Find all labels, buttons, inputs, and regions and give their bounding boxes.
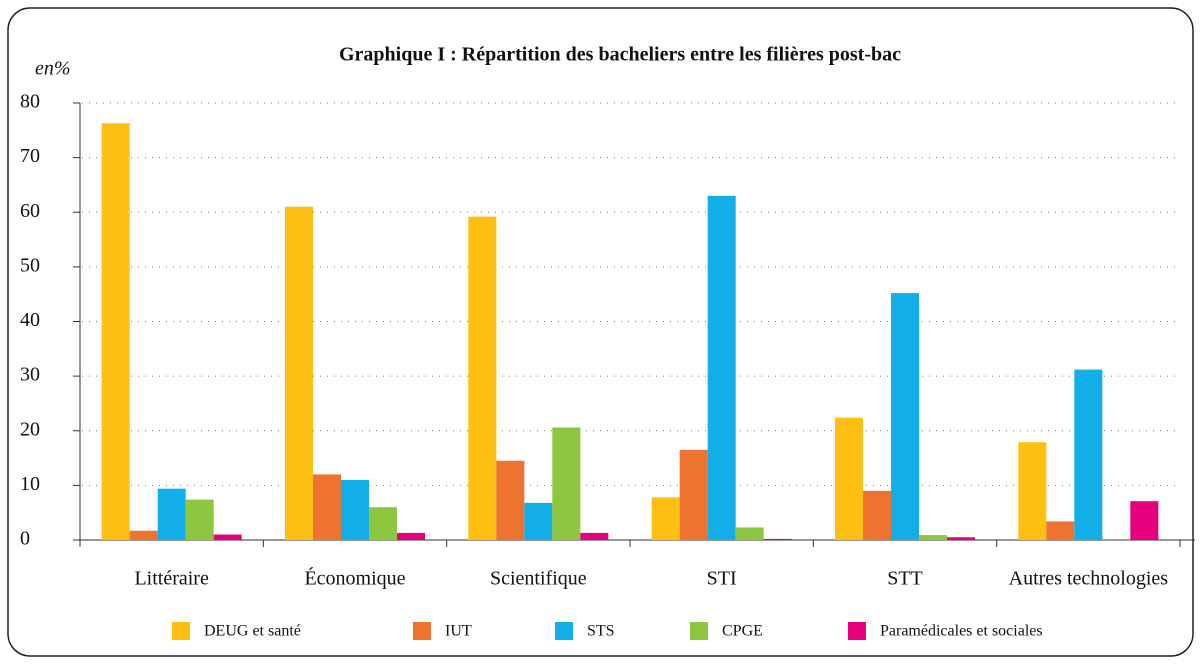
x-tick-label: Littéraire [134,568,209,590]
bar [919,535,947,540]
x-tick-label: STI [707,568,737,590]
bar [651,497,680,540]
bar [863,490,891,540]
bar [707,195,736,541]
y-tick-label: 50 [20,254,40,276]
x-tick-label: Autres technologies [1009,568,1169,590]
legend-label: STS [587,623,615,640]
y-axis-label: en% [35,58,71,80]
legend-swatch [690,622,708,640]
bar [1046,521,1075,540]
bar [185,499,214,540]
legend-swatch [413,622,431,640]
legend-label: DEUG et santé [204,623,301,640]
bar [1130,501,1159,540]
bar [313,474,341,540]
bar [1018,442,1047,540]
y-tick-label: 80 [20,91,40,113]
bar [1102,538,1131,540]
legend-swatch [172,622,190,640]
bar [397,532,425,540]
y-tick-label: 30 [20,364,40,386]
bar [947,537,975,540]
y-tick-label: 60 [20,200,40,222]
bar [552,427,581,540]
bar [341,479,369,540]
bar [763,538,792,540]
frame [7,7,1194,657]
bar [496,460,525,540]
bar [735,527,764,540]
y-tick-label: 20 [20,418,40,440]
bar [101,123,130,541]
bar [285,206,313,540]
bar [1074,369,1103,540]
legend-swatch [848,622,866,640]
bar [891,293,919,540]
y-tick-label: 40 [20,309,40,331]
bar [835,417,863,540]
x-tick-label: STT [887,568,923,590]
x-tick-label: Scientifique [490,568,587,590]
legend-swatch [555,622,573,640]
y-tick-label: 10 [20,473,40,495]
bar [468,216,497,540]
y-tick-label: 0 [20,528,30,550]
bar [369,507,397,540]
chart-title: Graphique I : Répartition des bacheliers… [339,44,901,66]
bar [213,534,242,540]
legend-label: CPGE [722,623,763,640]
x-tick-label: Économique [304,567,405,590]
y-tick-label: 70 [20,145,40,167]
legend-label: Paramédicales et sociales [880,623,1043,640]
legend-label: IUT [445,623,472,640]
bar [157,488,186,540]
bar [129,530,158,540]
bar [524,502,553,540]
bar [679,449,708,540]
bar [580,532,609,540]
